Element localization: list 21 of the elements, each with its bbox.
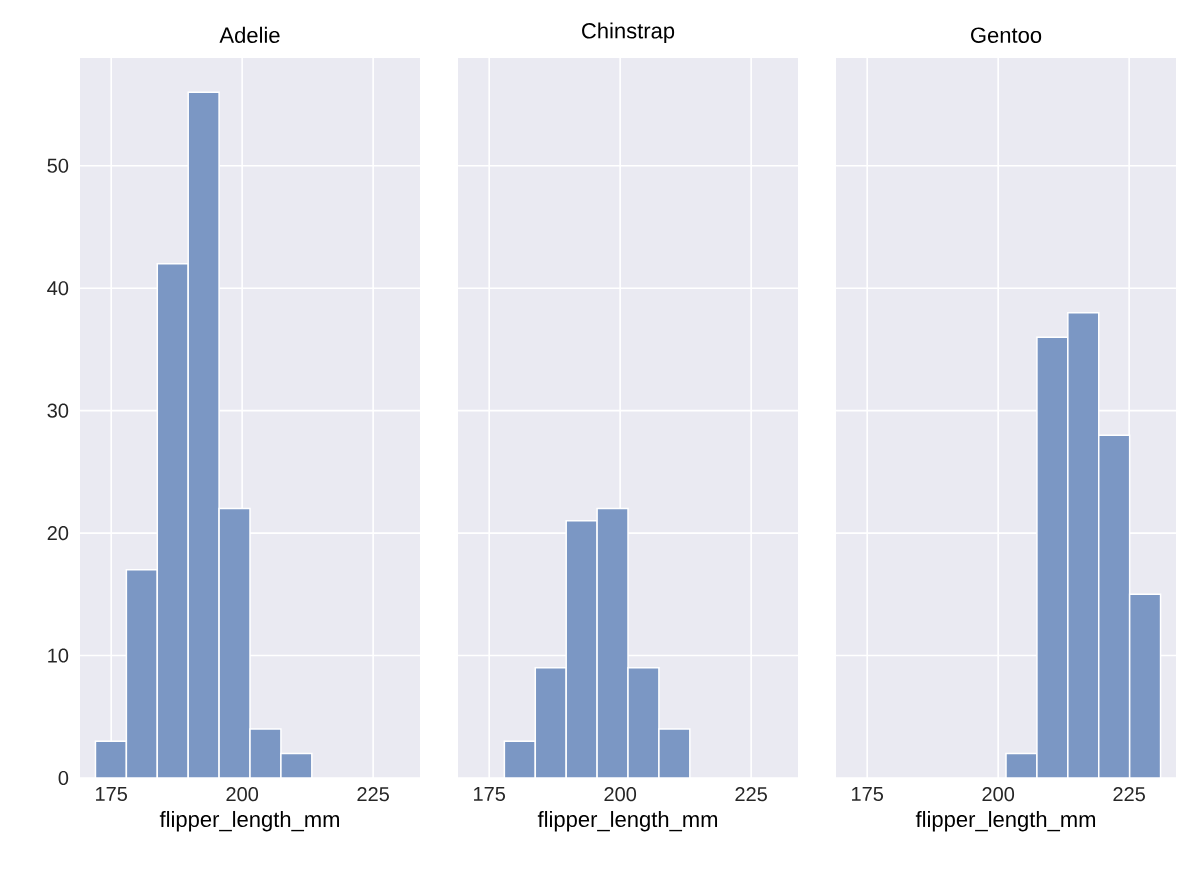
y-tick-label: 0 [58,770,69,786]
x-tick-label: 175 [96,787,128,802]
y-tick-label: 30 [47,403,69,418]
y-tick-label: 10 [48,648,69,663]
chart-title: Chinstrap [582,22,675,43]
x-tick-label: 200 [982,787,1015,802]
chart-title: Adelie [219,26,280,43]
x-tick-label: 175 [474,787,506,802]
y-tick-label: 20 [47,526,69,541]
y-tick-label: 40 [47,281,69,296]
x-tick-label: 200 [226,787,259,802]
x-tick-label: 225 [357,787,389,802]
x-tick-label: 175 [852,787,884,802]
y-tick-label: 50 [47,158,69,173]
x-tick-label: 225 [735,787,767,802]
x-tick-label: 225 [1113,787,1145,802]
x-tick-label: 200 [604,787,637,802]
x-axis-title: flipper_length_mm [915,810,1096,832]
x-axis-title: flipper_length_mm [537,810,718,832]
chart-title: Gentoo [971,27,1042,43]
x-axis-title: flipper_length_mm [159,810,340,832]
